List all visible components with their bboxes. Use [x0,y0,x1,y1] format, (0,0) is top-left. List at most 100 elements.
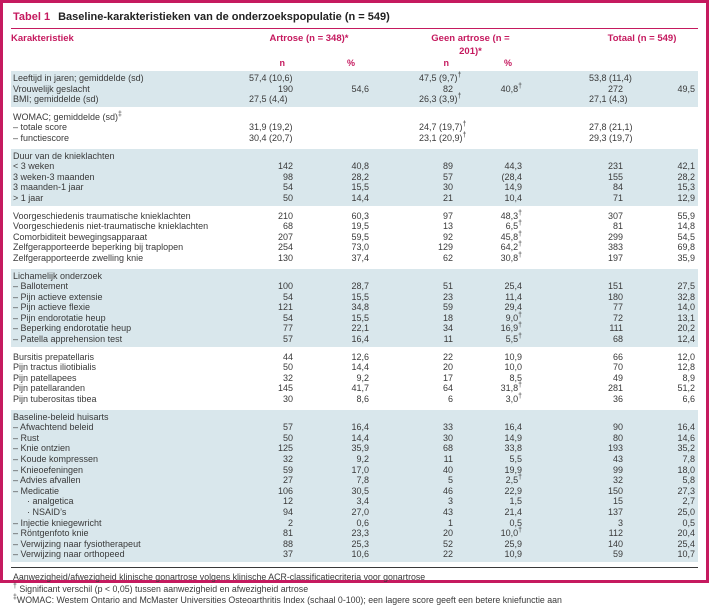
cell: 60,3 [293,211,369,222]
cell: 27,0 [293,507,369,518]
cell: 10,9 [453,352,522,363]
title-rule [11,28,698,29]
cell [419,412,453,423]
row-label: Pijn patellaranden [11,383,249,394]
cell: 43 [419,507,453,518]
row-label: Leeftijd in jaren; gemiddelde (sd) [11,73,249,84]
cell: 130 [249,253,293,264]
cell: 64,2† [453,242,522,253]
row-label: – Patella apprehension test [11,334,249,345]
cell: 142 [249,161,293,172]
cell: 68 [419,443,453,454]
cell: 1,5 [453,496,522,507]
column-characteristic: Karakteristiek [11,32,249,69]
cell [249,112,293,123]
cell: 20,2 [623,323,695,334]
cell [453,73,522,84]
cell: 32 [249,373,293,384]
cell: 19,5 [293,221,369,232]
row-label: Pijn tractus iliotibialis [11,362,249,373]
cell: 71 [589,193,623,204]
cell: 50 [249,362,293,373]
cell: 15,5 [293,313,369,324]
footnote: † Significant verschil (p < 0,05) tussen… [11,584,698,596]
subcolumn-pct: % [293,58,369,69]
cell: 14,0 [623,302,695,313]
cell [589,412,623,423]
cell: 54 [249,182,293,193]
cell [453,151,522,162]
cell: 42,1 [623,161,695,172]
cell: 32 [589,475,623,486]
cell: 13 [419,221,453,232]
row-label: BMI; gemiddelde (sd) [11,94,249,105]
cell: 30 [249,394,293,405]
cell [589,151,623,162]
cell: 10,7 [623,549,695,560]
cell: 92 [419,232,453,243]
cell: 20 [419,528,453,539]
cell [293,94,369,105]
cell: 54,6 [293,84,369,95]
cell: 16,4 [293,422,369,433]
cell: 129 [419,242,453,253]
table-row: Baseline-beleid huisarts [11,412,698,423]
cell: 137 [589,507,623,518]
cell [293,151,369,162]
cell [623,271,695,282]
cell: 51,2 [623,383,695,394]
cell: 24,7 (19,7)† [419,122,453,133]
cell: 20 [419,362,453,373]
cell [419,271,453,282]
table-row: WOMAC; gemiddelde (sd)‡ [11,112,698,123]
cell: 145 [249,383,293,394]
cell: 30,4 (20,7) [249,133,293,144]
row-label: < 3 weken [11,161,249,172]
cell: 15,5 [293,182,369,193]
table-row: Leeftijd in jaren; gemiddelde (sd)57,4 (… [11,73,698,84]
cell: 16,4 [293,334,369,345]
row-label: – Rust [11,433,249,444]
cell: 7,8 [293,475,369,486]
cell: 15,3 [623,182,695,193]
cell: 9,2 [293,454,369,465]
cell: 22,9 [453,486,522,497]
cell: 14,9 [453,433,522,444]
cell: 34 [419,323,453,334]
cell: 121 [249,302,293,313]
cell: 30,8† [453,253,522,264]
cell: 55,9 [623,211,695,222]
cell: 89 [419,161,453,172]
cell: 2,7 [623,496,695,507]
cell: 27 [249,475,293,486]
cell [293,271,369,282]
cell: 29,4 [453,302,522,313]
cell: 57 [249,422,293,433]
cell [293,73,369,84]
row-label: – Pijn endorotatie heup [11,313,249,324]
footnote: ‡WOMAC: Westem Ontario and McMaster Univ… [11,595,698,607]
row-label: Zelfgerapporteerde beperking bij traplop… [11,242,249,253]
cell: 27,1 (4,3) [589,94,623,105]
cell: 3 [419,496,453,507]
table-title-text: Baseline-karakteristieken van de onderzo… [58,11,390,23]
table-band: Leeftijd in jaren; gemiddelde (sd)57,4 (… [11,71,698,107]
cell: 9,0† [453,313,522,324]
cell: 27,5 [623,281,695,292]
cell [419,151,453,162]
cell: 31,8† [453,383,522,394]
cell: 11 [419,334,453,345]
cell: 207 [249,232,293,243]
cell: 16,9† [453,323,522,334]
cell: 111 [589,323,623,334]
table-band: Voorgeschiedenis traumatische knieklacht… [11,209,698,266]
table-body: Leeftijd in jaren; gemiddelde (sd)57,4 (… [11,71,698,562]
row-label: – Advies afvallen [11,475,249,486]
cell: 0,6 [293,518,369,529]
